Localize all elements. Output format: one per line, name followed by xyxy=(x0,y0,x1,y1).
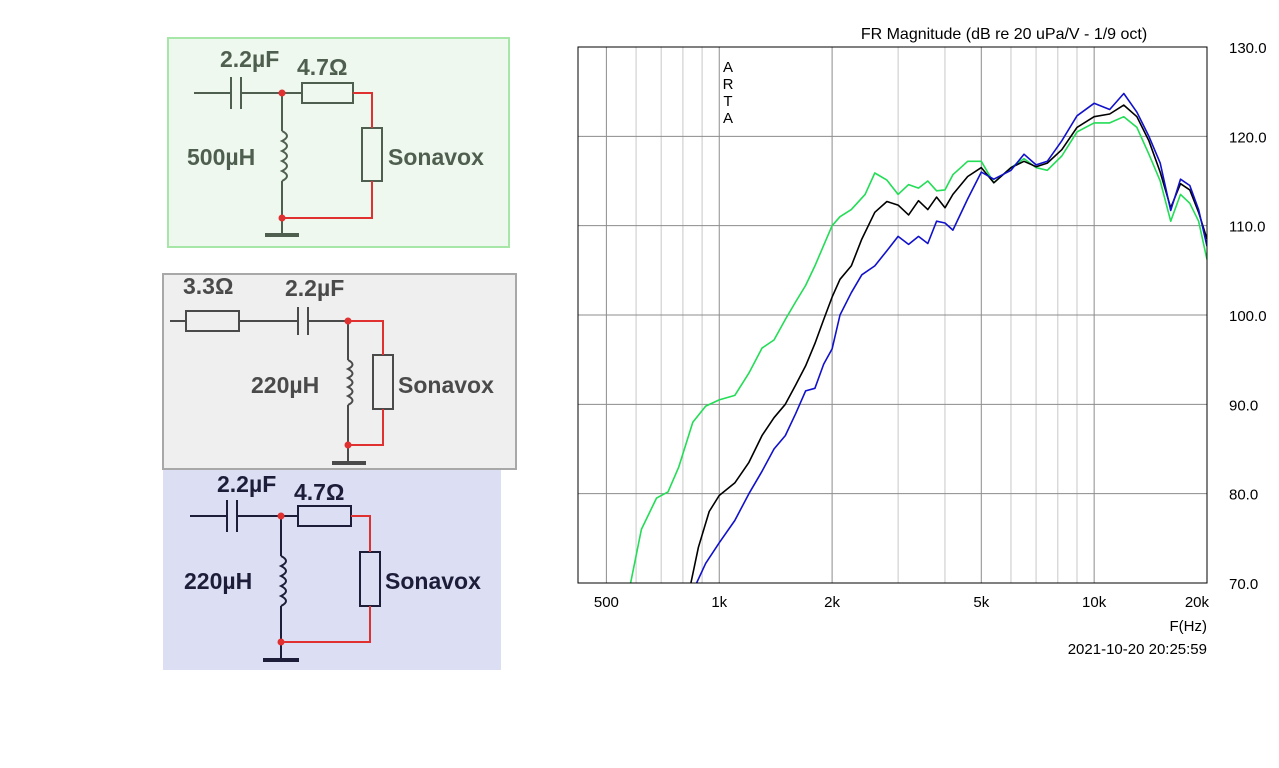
resistor-label: 4.7Ω xyxy=(297,54,347,80)
watermark-letter: A xyxy=(723,110,733,127)
capacitor-label: 2.2µF xyxy=(220,46,279,72)
crossover-diagram-2: 3.3Ω 2.2µF 220µH Sonavox xyxy=(162,273,517,470)
x-axis-label: F(Hz) xyxy=(1170,618,1208,635)
inductor-label: 220µH xyxy=(251,372,319,398)
x-tick-label: 10k xyxy=(1082,594,1107,611)
x-tick-label: 2k xyxy=(824,594,840,611)
capacitor-label: 2.2µF xyxy=(217,471,276,497)
y-tick-label: 130.0 xyxy=(1229,40,1267,57)
y-tick-label: 110.0 xyxy=(1229,219,1265,236)
series-line-3 xyxy=(695,92,1207,583)
chart-title: FR Magnitude (dB re 20 uPa/V - 1/9 oct) xyxy=(861,26,1147,43)
series-line-1 xyxy=(629,115,1207,583)
inductor-label: 500µH xyxy=(187,144,255,170)
plot-frame xyxy=(577,46,1208,584)
y-tick-label: 120.0 xyxy=(1229,129,1267,146)
x-tick-label: 5k xyxy=(973,594,989,611)
diagram-panel xyxy=(167,37,510,248)
watermark-letter: T xyxy=(723,93,732,110)
grid xyxy=(578,47,1207,583)
driver-label: Sonavox xyxy=(385,568,481,594)
resistor-label: 4.7Ω xyxy=(294,479,344,505)
watermark-letter: R xyxy=(723,76,734,93)
driver-label: Sonavox xyxy=(398,372,494,398)
diagram-panel xyxy=(163,470,501,670)
capacitor-label: 2.2µF xyxy=(285,275,344,301)
watermark-letter: A xyxy=(723,59,733,76)
series-resistor-label: 3.3Ω xyxy=(183,273,233,299)
y-tick-label: 70.0 xyxy=(1229,576,1258,593)
x-tick-label: 500 xyxy=(594,594,619,611)
axis-ticks: 500 1k 2k 5k 10k 20k 70.0 80.0 90.0 100.0 110.0 120… xyxy=(594,40,1267,611)
diagram-panel xyxy=(162,273,517,470)
crossover-diagram-3: 2.2µF 4.7Ω 220µH Sonavox xyxy=(163,470,501,670)
driver-label: Sonavox xyxy=(388,144,484,170)
x-tick-label: 20k xyxy=(1185,594,1210,611)
series-line-2 xyxy=(690,104,1207,583)
y-tick-label: 80.0 xyxy=(1229,487,1258,504)
y-tick-label: 90.0 xyxy=(1229,397,1258,414)
inductor-label: 220µH xyxy=(184,568,252,594)
x-tick-label: 1k xyxy=(711,594,727,611)
timestamp: 2021-10-20 20:25:59 xyxy=(1068,641,1207,658)
crossover-diagram-1: 2.2µF 4.7Ω 500µH Sonavox xyxy=(167,37,510,248)
y-tick-label: 100.0 xyxy=(1229,308,1267,325)
series-lines xyxy=(629,92,1207,583)
